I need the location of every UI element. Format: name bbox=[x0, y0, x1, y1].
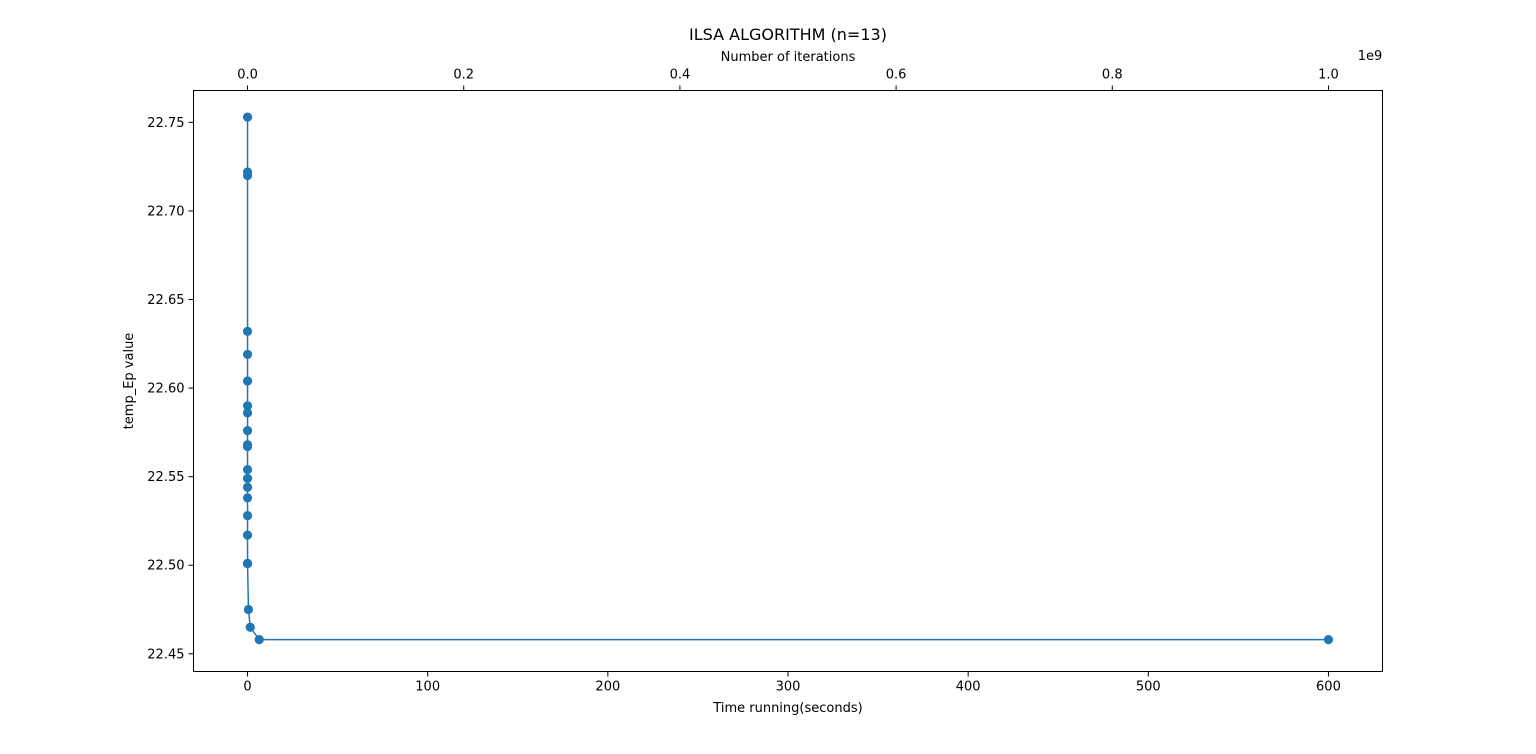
data-point bbox=[242, 482, 253, 492]
top-tick-label: 1.0 bbox=[1318, 68, 1339, 83]
data-point bbox=[242, 349, 253, 360]
top-tick-label: 0.8 bbox=[1102, 68, 1123, 83]
y-tick-label: 22.55 bbox=[147, 470, 184, 485]
top-tick-label: 0.0 bbox=[237, 68, 258, 83]
data-point bbox=[242, 401, 253, 411]
y-tick-label: 22.70 bbox=[147, 204, 184, 219]
axis-ticks: 0 100 200 300 400 500 600 0.0 0.2 0.4 0.6 0.8 1.0 22.… bbox=[147, 68, 1341, 695]
plot-area bbox=[242, 112, 1334, 645]
data-point bbox=[254, 635, 264, 645]
data-point bbox=[245, 622, 255, 632]
plot-frame bbox=[193, 90, 1383, 672]
x-tick-label: 300 bbox=[776, 680, 801, 695]
data-point bbox=[242, 511, 253, 521]
data-point bbox=[242, 558, 253, 569]
y-tick-label: 22.50 bbox=[147, 559, 184, 574]
y-tick-label: 22.45 bbox=[147, 647, 184, 662]
data-point bbox=[242, 464, 253, 475]
x-tick-label: 100 bbox=[415, 680, 440, 695]
y-tick-label: 22.75 bbox=[147, 116, 184, 131]
series-line bbox=[246, 117, 1329, 641]
data-point bbox=[242, 326, 253, 337]
x-tick-label: 200 bbox=[595, 680, 620, 695]
x-tick-label: 400 bbox=[956, 680, 981, 695]
data-point bbox=[242, 112, 253, 122]
y-axis-label: temp_Ep value bbox=[122, 333, 137, 430]
data-point bbox=[242, 530, 253, 540]
data-point bbox=[242, 473, 253, 484]
y-tick-label: 22.60 bbox=[147, 382, 184, 397]
data-point bbox=[242, 170, 253, 181]
y-tick-label: 22.65 bbox=[147, 293, 184, 308]
x-tick-label: 500 bbox=[1136, 680, 1161, 695]
x-tick-label: 0 bbox=[243, 680, 251, 695]
top-tick-label: 0.4 bbox=[670, 68, 691, 83]
data-point bbox=[242, 441, 253, 452]
data-point bbox=[243, 604, 254, 615]
top-x-axis-label: Number of iterations bbox=[721, 50, 856, 65]
chart-title: ILSA ALGORITHM (n=13) bbox=[689, 25, 887, 44]
data-point bbox=[242, 408, 253, 418]
data-point bbox=[242, 376, 253, 386]
top-tick-label: 0.2 bbox=[453, 68, 474, 83]
data-point bbox=[242, 493, 253, 503]
data-point bbox=[1323, 635, 1334, 645]
top-tick-label: 0.6 bbox=[886, 68, 907, 83]
top-axis-offset-label: 1e9 bbox=[1358, 49, 1383, 64]
x-tick-label: 600 bbox=[1316, 680, 1341, 695]
x-axis-label: Time running(seconds) bbox=[712, 701, 862, 716]
data-point bbox=[242, 425, 253, 436]
